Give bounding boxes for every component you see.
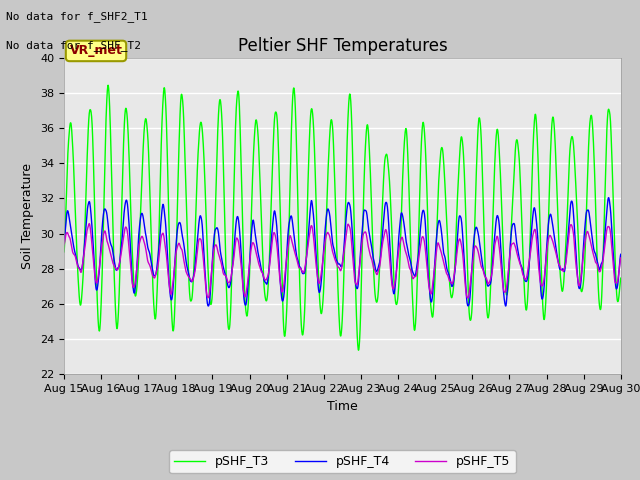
pSHF_T3 <box>60 249 68 255</box>
pSHF_T5 <box>371 267 379 273</box>
pSHF_T5 <box>617 255 625 261</box>
pSHF_T4 <box>617 252 625 257</box>
pSHF_T5 <box>464 295 472 301</box>
pSHF_T3 <box>216 98 223 104</box>
pSHF_T5 <box>584 228 591 234</box>
pSHF_T4 <box>568 198 575 204</box>
pSHF_T5 <box>359 235 367 240</box>
pSHF_T4 <box>504 273 512 278</box>
pSHF_T3 <box>355 348 362 353</box>
pSHF_T4 <box>584 207 591 213</box>
pSHF_T3 <box>371 291 379 297</box>
X-axis label: Time: Time <box>327 400 358 413</box>
Text: VR_met: VR_met <box>70 45 122 58</box>
pSHF_T3 <box>505 279 513 285</box>
pSHF_T5 <box>505 265 513 271</box>
pSHF_T4 <box>60 239 68 245</box>
pSHF_T4 <box>205 303 212 309</box>
pSHF_T3 <box>584 175 591 180</box>
Line: pSHF_T5: pSHF_T5 <box>64 224 621 298</box>
pSHF_T4 <box>605 195 612 201</box>
pSHF_T5 <box>60 241 68 247</box>
Y-axis label: Soil Temperature: Soil Temperature <box>22 163 35 269</box>
pSHF_T3 <box>568 134 576 140</box>
pSHF_T5 <box>85 221 93 227</box>
pSHF_T4 <box>371 262 379 268</box>
pSHF_T3 <box>617 275 625 281</box>
Text: No data for f_SHF2_T1: No data for f_SHF2_T1 <box>6 11 148 22</box>
Line: pSHF_T4: pSHF_T4 <box>64 198 621 306</box>
pSHF_T5 <box>568 224 576 229</box>
pSHF_T3 <box>359 220 367 226</box>
pSHF_T5 <box>216 254 223 260</box>
pSHF_T4 <box>359 220 367 226</box>
pSHF_T4 <box>216 240 223 246</box>
Text: No data for f_SHF_T2: No data for f_SHF_T2 <box>6 40 141 51</box>
Legend: pSHF_T3, pSHF_T4, pSHF_T5: pSHF_T3, pSHF_T4, pSHF_T5 <box>169 450 516 473</box>
pSHF_T3 <box>104 83 112 88</box>
Line: pSHF_T3: pSHF_T3 <box>64 85 621 350</box>
Title: Peltier SHF Temperatures: Peltier SHF Temperatures <box>237 36 447 55</box>
